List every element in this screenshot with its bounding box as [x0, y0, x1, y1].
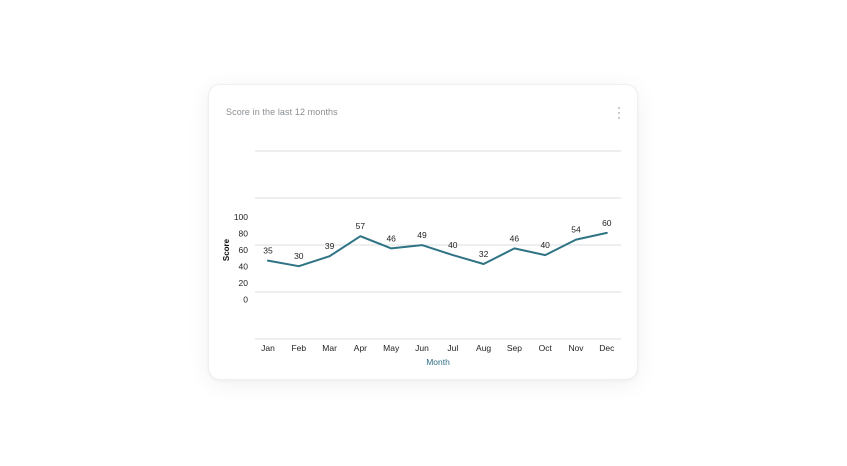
x-tick-label: Jan — [261, 343, 275, 353]
card-title: Score in the last 12 months — [226, 107, 338, 117]
y-axis-title-group: Score — [222, 238, 231, 261]
x-tick-label: Apr — [354, 343, 367, 353]
data-label: 30 — [294, 251, 304, 261]
x-tick-label: Jun — [415, 343, 429, 353]
x-axis-title-group: Month — [426, 357, 450, 367]
data-label: 54 — [571, 225, 581, 235]
data-labels: 35 30 39 57 46 49 40 32 46 40 54 60 — [263, 218, 612, 261]
x-tick-label: May — [383, 343, 400, 353]
x-tick-label: Jul — [447, 343, 458, 353]
data-label: 35 — [263, 246, 273, 256]
x-tick-label: Sep — [507, 343, 522, 353]
data-label: 46 — [510, 233, 520, 243]
grid-lines — [255, 150, 621, 340]
data-label: 46 — [386, 233, 396, 243]
data-label: 60 — [602, 218, 612, 228]
y-tick-label: 60 — [239, 245, 249, 255]
kebab-dot — [618, 112, 620, 114]
kebab-dot — [618, 107, 620, 109]
y-tick-label: 100 — [234, 212, 248, 222]
data-label: 49 — [417, 230, 427, 240]
x-tick-label: Dec — [599, 343, 615, 353]
data-label: 40 — [540, 240, 550, 250]
y-axis-title: Score — [222, 238, 231, 261]
y-tick-label: 0 — [243, 295, 248, 305]
y-tick-label: 40 — [239, 262, 249, 272]
x-axis-title: Month — [426, 357, 450, 367]
y-tick-label: 20 — [239, 278, 249, 288]
y-tick-labels: 100 80 60 40 20 0 — [234, 212, 248, 305]
y-tick-label: 80 — [239, 229, 249, 239]
data-label: 39 — [325, 241, 335, 251]
x-tick-labels: Jan Feb Mar Apr May Jun Jul Aug Sep Oct Nov Dec — [261, 343, 615, 353]
data-label: 40 — [448, 240, 458, 250]
x-tick-label: Aug — [476, 343, 491, 353]
data-label: 32 — [479, 249, 489, 259]
series-line — [267, 231, 608, 268]
series-group — [267, 231, 608, 268]
kebab-dot — [618, 117, 620, 119]
x-tick-label: Oct — [539, 343, 553, 353]
kebab-menu-icon[interactable] — [615, 105, 623, 121]
chart-card: Score in the last 12 months — [208, 84, 638, 380]
x-tick-label: Mar — [322, 343, 337, 353]
x-tick-label: Feb — [291, 343, 306, 353]
x-tick-label: Nov — [568, 343, 584, 353]
data-label: 57 — [356, 221, 366, 231]
